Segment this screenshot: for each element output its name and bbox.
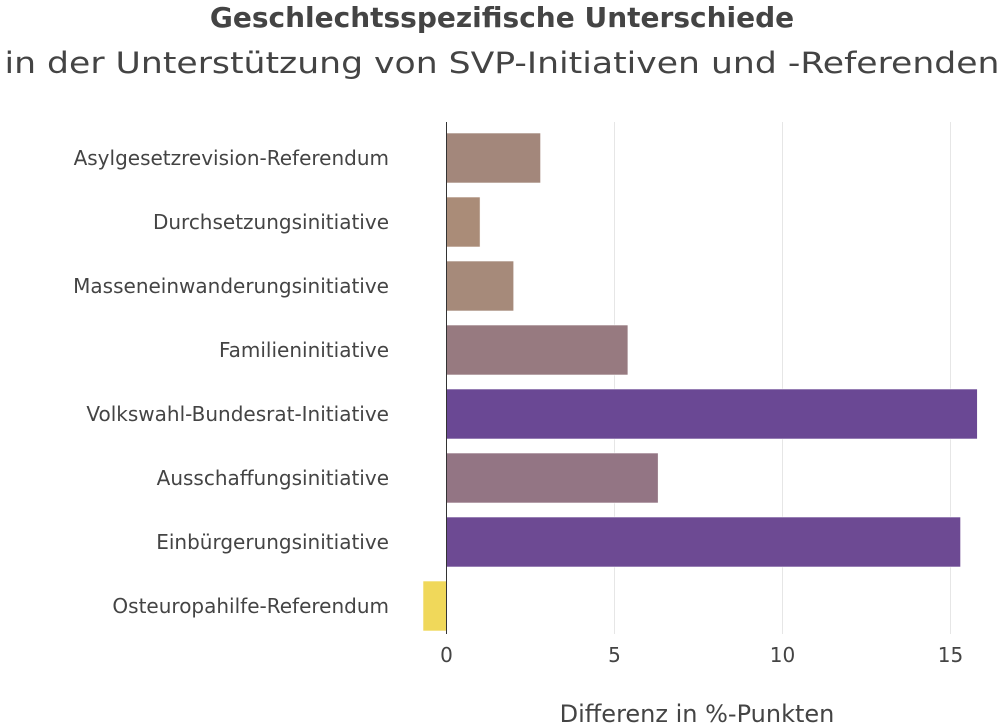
category-label: Volkswahl-Bundesrat-Initiative xyxy=(86,402,389,426)
category-label: Ausschaffungsinitiative xyxy=(157,466,389,490)
bar xyxy=(446,516,961,568)
bar xyxy=(446,452,659,504)
category-label: Familieninitiative xyxy=(219,338,389,362)
x-tick-label: 10 xyxy=(770,643,795,667)
bar xyxy=(446,388,978,440)
x-tick-label: 5 xyxy=(608,643,621,667)
bar xyxy=(446,324,629,376)
chart-subtitle: in der Unterstützung von SVP-Initiativen… xyxy=(5,46,1000,80)
x-tick-label: 0 xyxy=(440,643,453,667)
category-label: Einbürgerungsinitiative xyxy=(156,530,389,554)
category-label: Masseneinwanderungsinitiative xyxy=(73,274,389,298)
bar xyxy=(446,132,541,184)
category-label: Asylgesetzrevision-Referendum xyxy=(74,146,389,170)
category-label: Durchsetzungsinitiative xyxy=(153,210,389,234)
chart-title: Geschlechtsspezifische Unterschiede xyxy=(210,1,794,34)
x-axis-label: Differenz in %-Punkten xyxy=(560,700,835,727)
bar xyxy=(446,196,481,248)
x-tick-label: 15 xyxy=(938,643,963,667)
x-tick-labels: 0 5 10 15 xyxy=(440,643,963,667)
bar xyxy=(422,580,447,632)
category-label: Osteuropahilfe-Referendum xyxy=(112,594,389,618)
bar xyxy=(446,260,514,312)
category-labels: Asylgesetzrevision-Referendum Durchsetzun… xyxy=(73,146,389,618)
bars xyxy=(422,132,978,632)
